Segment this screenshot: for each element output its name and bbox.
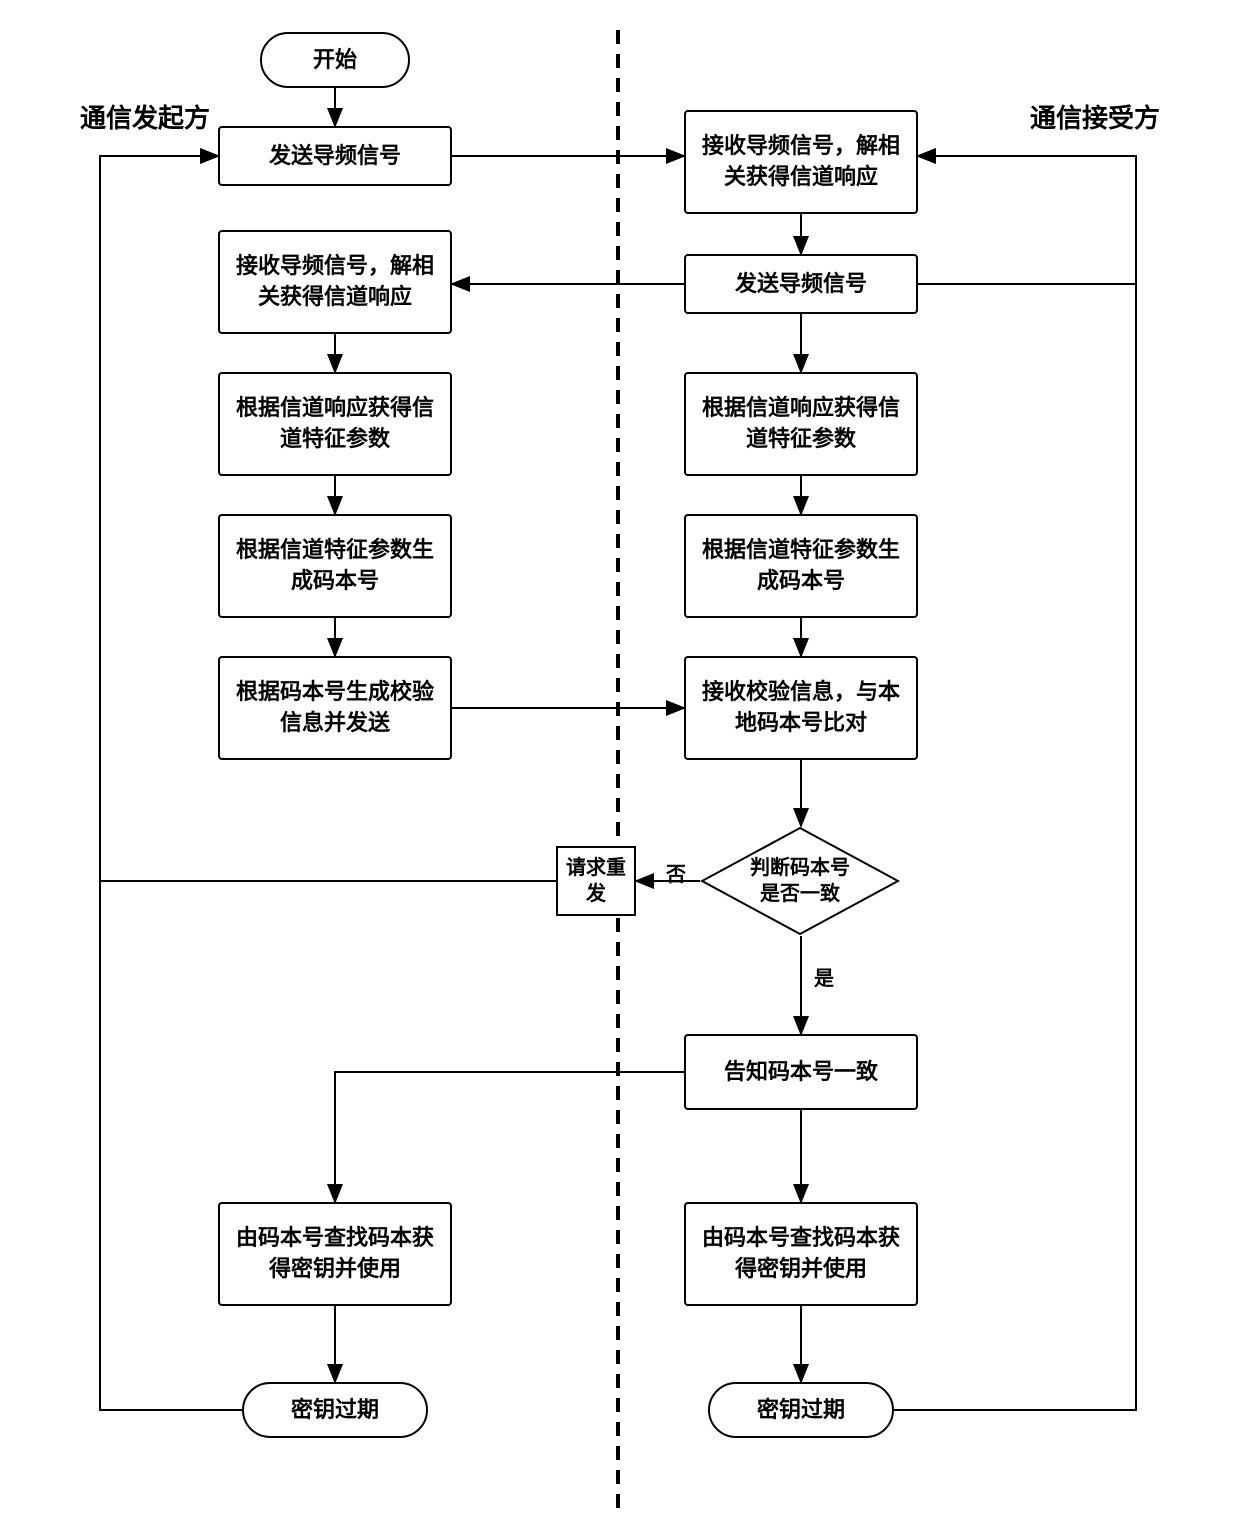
- request-retransmit: 请求重发: [556, 846, 636, 916]
- edge-label-no: 否: [666, 858, 686, 887]
- edge-label-yes: 是: [814, 962, 834, 991]
- left-column-label: 通信发起方: [80, 98, 210, 135]
- left-expire-terminator: 密钥过期: [242, 1382, 428, 1438]
- right-key: 由码本号查找码本获得密钥并使用: [684, 1202, 918, 1306]
- right-compare: 接收校验信息，与本地码本号比对: [684, 656, 918, 760]
- decision-match: 判断码本号是否一致: [700, 826, 900, 936]
- right-send-pilot: 发送导频信号: [684, 254, 918, 314]
- left-send-text: 发送导频信号: [269, 141, 401, 172]
- right-feature-text: 根据信道响应获得信道特征参数: [692, 393, 910, 455]
- right-codebook: 根据信道特征参数生成码本号: [684, 514, 918, 618]
- left-key-text: 由码本号查找码本获得密钥并使用: [226, 1223, 444, 1285]
- left-checksum-text: 根据码本号生成校验信息并发送: [226, 677, 444, 739]
- left-recv-pilot: 接收导频信号，解相关获得信道响应: [218, 230, 452, 334]
- right-expire-text: 密钥过期: [757, 1397, 845, 1423]
- left-expire-text: 密钥过期: [291, 1397, 379, 1423]
- left-recv-text: 接收导频信号，解相关获得信道响应: [226, 251, 444, 313]
- right-inform-text: 告知码本号一致: [724, 1057, 878, 1088]
- flowchart-canvas: 通信发起方 通信接受方 开始 发送导频信号 接收导频信号，解相关获得信道响应 发…: [0, 0, 1240, 1522]
- right-recv-pilot: 接收导频信号，解相关获得信道响应: [684, 110, 918, 214]
- left-codebook-text: 根据信道特征参数生成码本号: [226, 535, 444, 597]
- left-codebook: 根据信道特征参数生成码本号: [218, 514, 452, 618]
- left-feature-text: 根据信道响应获得信道特征参数: [226, 393, 444, 455]
- right-codebook-text: 根据信道特征参数生成码本号: [692, 535, 910, 597]
- right-feature: 根据信道响应获得信道特征参数: [684, 372, 918, 476]
- left-feature: 根据信道响应获得信道特征参数: [218, 372, 452, 476]
- left-send-pilot: 发送导频信号: [218, 126, 452, 186]
- request-text: 请求重发: [562, 855, 630, 907]
- right-inform: 告知码本号一致: [684, 1034, 918, 1110]
- right-column-label: 通信接受方: [1030, 98, 1160, 135]
- start-text: 开始: [313, 47, 357, 73]
- right-expire-terminator: 密钥过期: [708, 1382, 894, 1438]
- left-checksum: 根据码本号生成校验信息并发送: [218, 656, 452, 760]
- right-send-text: 发送导频信号: [735, 269, 867, 300]
- right-compare-text: 接收校验信息，与本地码本号比对: [692, 677, 910, 739]
- flowchart-edges: [0, 0, 1240, 1522]
- decision-text: 判断码本号是否一致: [750, 855, 850, 907]
- start-terminator: 开始: [260, 32, 410, 88]
- left-key: 由码本号查找码本获得密钥并使用: [218, 1202, 452, 1306]
- right-key-text: 由码本号查找码本获得密钥并使用: [692, 1223, 910, 1285]
- right-recv-text: 接收导频信号，解相关获得信道响应: [692, 131, 910, 193]
